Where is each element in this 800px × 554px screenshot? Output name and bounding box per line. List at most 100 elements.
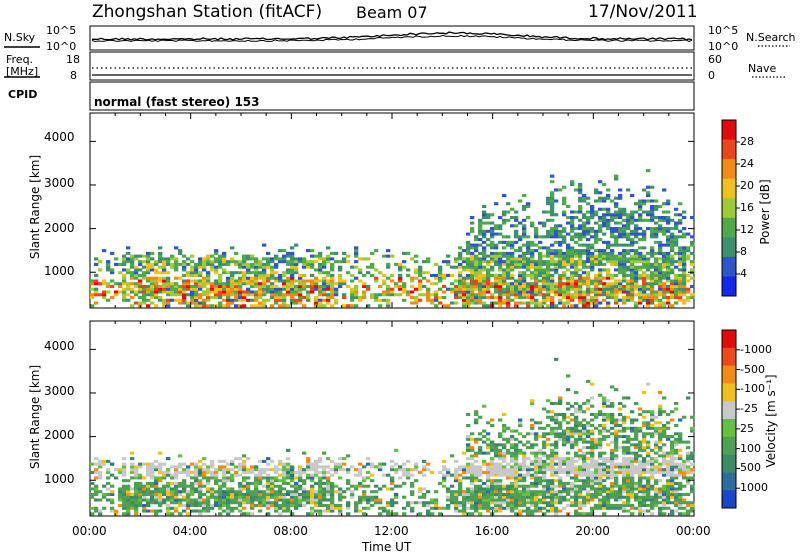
velocity-cell <box>394 448 399 452</box>
velocity-cell <box>298 465 303 469</box>
power-cell <box>194 265 199 269</box>
power-cell <box>646 191 651 195</box>
power-cell <box>622 254 627 258</box>
power-cell <box>602 221 607 225</box>
velocity-cell <box>170 498 175 502</box>
velocity-cell <box>690 490 695 494</box>
power-cell <box>270 260 275 264</box>
power-cell <box>290 271 295 275</box>
power-cell <box>602 268 607 272</box>
power-cell <box>158 295 163 300</box>
power-cell <box>634 218 639 222</box>
power-cell <box>590 257 595 261</box>
velocity-cell <box>626 470 631 474</box>
power-cell <box>586 260 591 264</box>
velocity-cell <box>690 476 695 480</box>
power-cell <box>282 287 287 291</box>
power-ytick-4000: 4000 <box>44 130 75 144</box>
velocity-cell <box>558 457 563 461</box>
velocity-cell <box>550 443 555 447</box>
power-cell <box>674 224 679 228</box>
velocity-cell <box>526 509 531 513</box>
power-cell <box>666 251 671 255</box>
power-cell <box>474 235 479 239</box>
power-cell <box>326 254 331 258</box>
velocity-cell <box>634 443 639 447</box>
velocity-cell <box>686 512 691 516</box>
velocity-cell <box>626 509 631 513</box>
power-cell <box>486 238 491 242</box>
power-cell <box>578 284 583 288</box>
velocity-cell <box>166 487 171 491</box>
velocity-cell <box>594 492 599 496</box>
velocity-cell <box>538 465 543 469</box>
velocity-cell <box>242 484 247 488</box>
velocity-cell <box>286 506 291 510</box>
power-cell <box>414 260 419 264</box>
velocity-cell <box>650 426 655 430</box>
velocity-cell <box>374 495 379 499</box>
velocity-cell <box>550 415 555 419</box>
velocity-cell <box>654 446 659 450</box>
power-cell <box>686 246 691 250</box>
velocity-cell <box>474 492 479 496</box>
power-cell <box>570 218 575 222</box>
power-cell <box>594 254 599 258</box>
power-cell <box>566 251 571 255</box>
power-cell <box>494 260 499 264</box>
velocity-cell <box>158 492 163 496</box>
velocity-cell <box>150 501 155 505</box>
velocity-cell <box>358 462 363 466</box>
power-cell <box>162 301 167 305</box>
velocity-cell <box>346 501 351 505</box>
velocity-cell <box>550 473 555 477</box>
velocity-cell <box>190 487 195 491</box>
power-cell <box>290 282 295 286</box>
power-cell <box>290 254 295 258</box>
velocity-cell <box>226 470 231 474</box>
power-cell <box>678 229 683 233</box>
velocity-cell <box>590 498 595 502</box>
velocity-cell <box>510 437 515 441</box>
power-cell <box>250 298 255 302</box>
power-cell <box>562 284 567 288</box>
velocity-cell <box>574 495 579 499</box>
velocity-cell <box>478 470 483 474</box>
power-cell <box>526 246 531 250</box>
power-cell <box>398 279 403 283</box>
power-cell <box>626 282 631 286</box>
velocity-cell <box>542 476 547 480</box>
power-cell <box>210 295 215 300</box>
velocity-cell <box>522 457 527 461</box>
velocity-cell <box>502 487 507 491</box>
power-cell <box>606 273 611 277</box>
velocity-cell <box>526 495 531 499</box>
velocity-cell <box>338 457 343 461</box>
velocity-cell <box>670 501 675 505</box>
power-cell <box>122 262 127 266</box>
velocity-cell <box>586 379 591 383</box>
power-cell <box>506 290 511 294</box>
velocity-cell <box>662 512 667 516</box>
velocity-cell <box>638 498 643 502</box>
power-cell <box>622 279 627 283</box>
power-cell <box>474 238 479 242</box>
power-cell <box>582 279 587 283</box>
power-cell <box>378 304 383 308</box>
power-cell <box>162 287 167 291</box>
power-cell <box>530 271 535 275</box>
velocity-cell <box>294 503 299 508</box>
velocity-cell <box>442 473 447 477</box>
power-cell <box>262 301 267 305</box>
power-cell <box>650 232 655 236</box>
velocity-cell <box>578 457 583 461</box>
velocity-cell <box>150 462 155 466</box>
power-cell <box>194 301 199 305</box>
velocity-cell <box>218 490 223 494</box>
power-cell <box>566 293 571 297</box>
power-cell <box>666 271 671 275</box>
velocity-cell <box>454 503 459 508</box>
velocity-cell <box>594 503 599 508</box>
velocity-cell <box>550 479 555 483</box>
velocity-cell <box>626 476 631 480</box>
